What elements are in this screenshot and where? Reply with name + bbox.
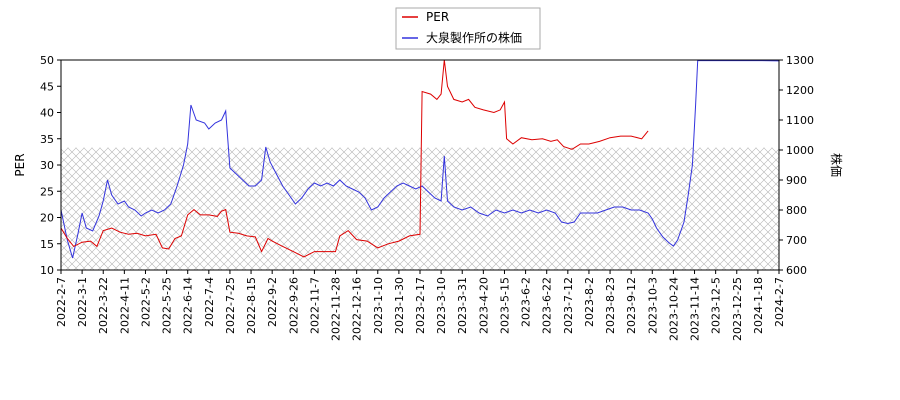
left-tick-label: 25: [40, 185, 54, 198]
x-tick-label: 2023-12-25: [731, 277, 744, 341]
left-tick-label: 50: [40, 54, 54, 67]
left-tick-label: 10: [40, 264, 54, 277]
left-axis: 10 15 20 25 30 35 40 45 50: [40, 54, 61, 277]
x-tick-label: 2023-5-15: [498, 277, 511, 334]
x-tick-label: 2023-8-2: [583, 277, 596, 327]
right-tick-label: 1100: [786, 114, 814, 127]
right-tick-label: 600: [786, 264, 807, 277]
x-tick-label: 2022-9-2: [266, 277, 279, 327]
left-tick-label: 20: [40, 212, 54, 225]
x-tick-label: 2022-6-14: [182, 277, 195, 334]
x-tick-label: 2022-12-16: [351, 277, 364, 341]
x-tick-label: 2023-3-10: [435, 277, 448, 334]
x-tick-label: 2024-2-7: [773, 277, 786, 327]
right-tick-label: 900: [786, 174, 807, 187]
left-tick-label: 30: [40, 159, 54, 172]
x-tick-label: 2022-2-7: [55, 277, 68, 327]
x-tick-label: 2023-10-24: [667, 277, 680, 341]
legend-stock-label: 大泉製作所の株価: [426, 30, 522, 45]
x-tick-label: 2023-12-5: [710, 277, 723, 334]
right-tick-label: 700: [786, 234, 807, 247]
x-tick-label: 2023-2-17: [414, 277, 427, 334]
x-tick-label: 2023-8-23: [604, 277, 617, 334]
x-tick-label: 2022-5-25: [161, 277, 174, 334]
left-tick-label: 45: [40, 80, 54, 93]
x-tick-label: 2023-10-3: [646, 277, 659, 334]
x-tick-label: 2023-6-2: [520, 277, 533, 327]
x-tick-label: 2023-7-12: [562, 277, 575, 334]
right-axis-label: 株価: [829, 153, 844, 177]
x-tick-label: 2023-1-30: [393, 277, 406, 334]
x-tick-label: 2022-3-1: [76, 277, 89, 327]
x-tick-label: 2022-4-11: [118, 277, 131, 334]
right-tick-label: 1000: [786, 144, 814, 157]
x-tick-label: 2023-1-10: [372, 277, 385, 334]
right-tick-label: 1300: [786, 54, 814, 67]
x-tick-label: 2023-4-20: [477, 277, 490, 334]
right-tick-label: 800: [786, 204, 807, 217]
x-tick-label: 2022-7-25: [224, 277, 237, 334]
x-tick-label: 2022-3-22: [97, 277, 110, 334]
left-tick-label: 35: [40, 133, 54, 146]
stock-price-line: [61, 60, 779, 259]
x-tick-label: 2024-1-18: [752, 277, 765, 334]
legend: PER 大泉製作所の株価: [395, 7, 541, 50]
x-tick-label: 2023-3-31: [456, 277, 469, 334]
left-axis-label: PER: [13, 153, 27, 176]
legend-box: [395, 7, 541, 50]
right-axis: 600 700 800 900 1000 1100 1200 1300: [779, 54, 814, 277]
x-axis: 2022-2-7 2022-3-1 2022-3-22 2022-4-11 2022-5…: [55, 270, 786, 341]
x-tick-label: 2022-9-26: [287, 277, 300, 334]
x-tick-label: 2022-11-7: [308, 277, 321, 334]
x-tick-label: 2023-11-14: [689, 277, 702, 341]
x-tick-label: 2023-9-12: [625, 277, 638, 334]
per-line: [61, 60, 649, 258]
x-tick-label: 2023-6-22: [541, 277, 554, 334]
left-tick-label: 40: [40, 107, 54, 120]
x-tick-label: 2022-7-4: [203, 277, 216, 327]
left-tick-label: 15: [40, 238, 54, 251]
x-tick-label: 2022-5-2: [139, 277, 152, 327]
legend-per-label: PER: [426, 10, 449, 24]
right-tick-label: 1200: [786, 84, 814, 97]
x-tick-label: 2022-11-28: [330, 277, 343, 341]
x-tick-label: 2022-8-15: [245, 277, 258, 334]
